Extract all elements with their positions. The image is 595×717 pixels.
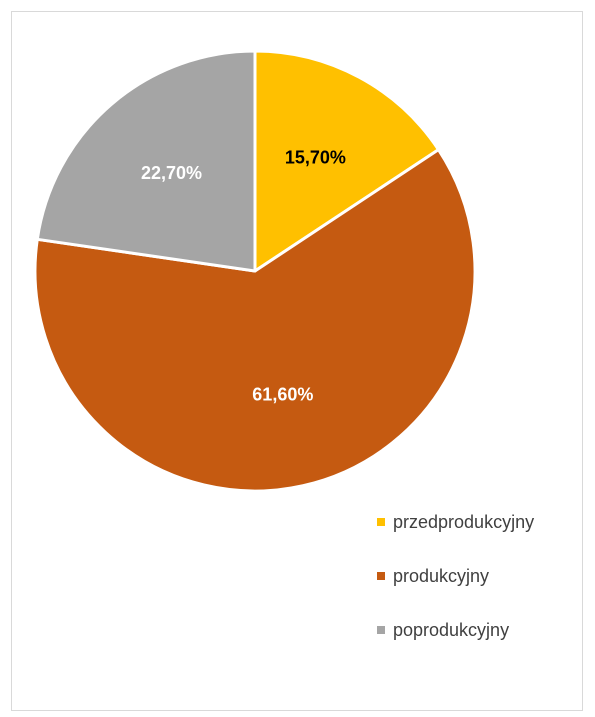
legend-item-poprodukcyjny: poprodukcyjny [377,620,587,640]
legend: przedprodukcyjny produkcyjny poprodukcyj… [377,512,587,674]
legend-label-przedprodukcyjny: przedprodukcyjny [393,511,535,532]
legend-item-produkcyjny: produkcyjny [377,566,587,586]
pie-slice-produkcyjny [33,148,477,493]
legend-swatch-produkcyjny [377,572,385,580]
data-label-produkcyjny: 61,60% [252,384,313,404]
pie-slice-poprodukcyjny [35,49,257,273]
legend-label-poprodukcyjny: poprodukcyjny [393,619,510,640]
pie-slice-przedprodukcyjny [253,49,440,273]
pie-data-labels: 15,70% 61,60% 22,70% [141,147,346,404]
data-label-poprodukcyjny: 22,70% [141,163,202,183]
pie-slices [33,49,477,493]
legend-swatch-poprodukcyjny [377,626,385,634]
legend-label-produkcyjny: produkcyjny [393,565,490,586]
legend-item-przedprodukcyjny: przedprodukcyjny [377,512,587,532]
data-label-przedprodukcyjny: 15,70% [285,147,346,167]
legend-swatch-przedprodukcyjny [377,518,385,526]
